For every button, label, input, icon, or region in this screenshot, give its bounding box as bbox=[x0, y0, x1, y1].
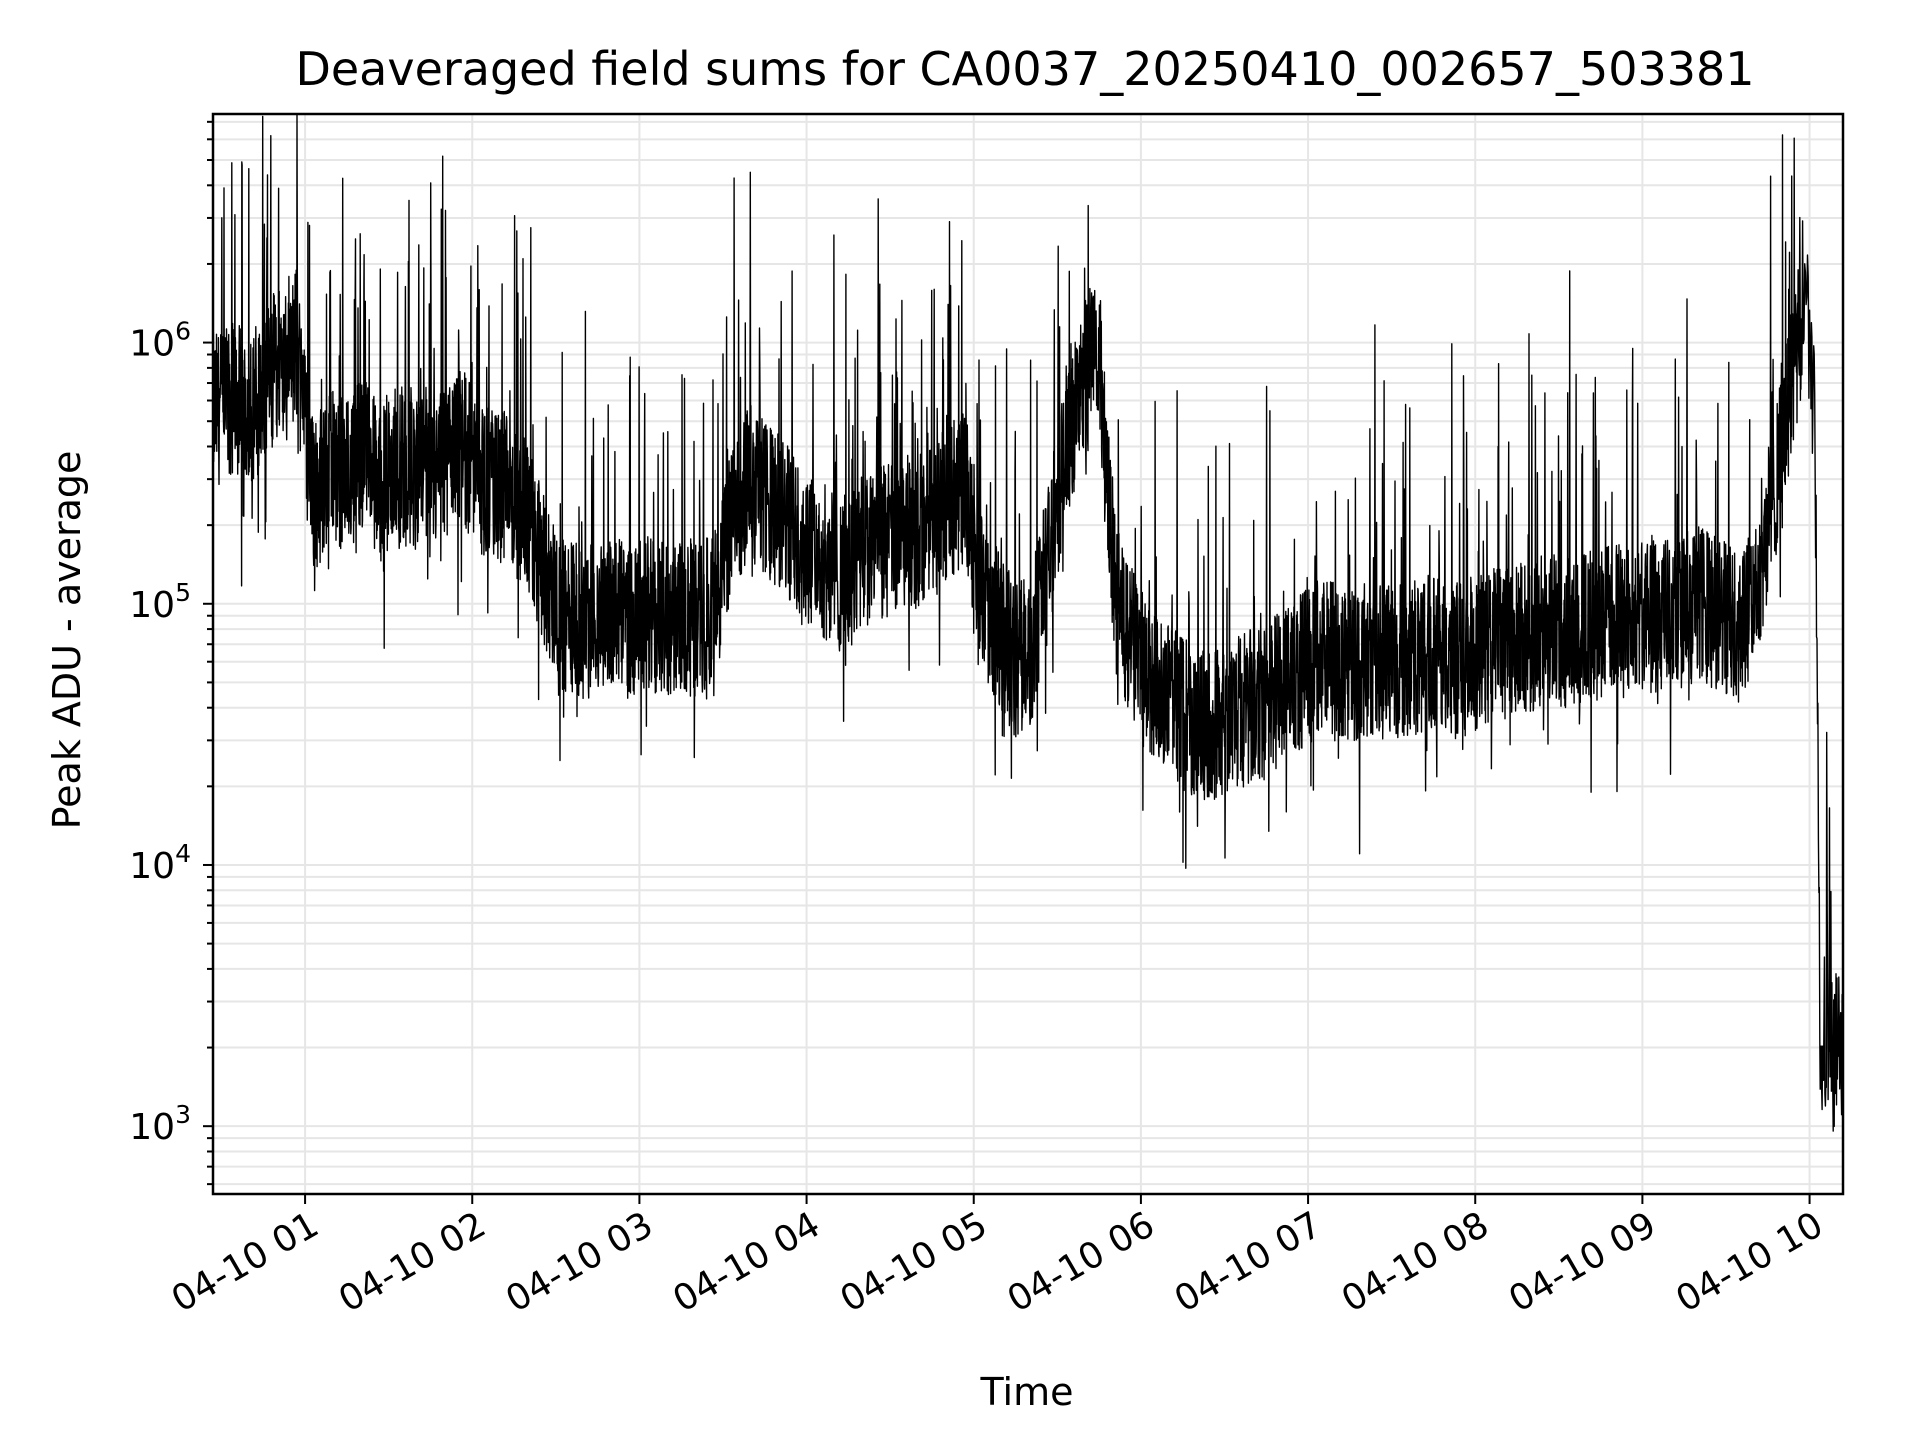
y-tick-label: 105 bbox=[129, 578, 191, 626]
y-tick-label: 104 bbox=[129, 839, 191, 887]
y-tick-label: 106 bbox=[129, 317, 191, 365]
chart-title: Deaveraged field sums for CA0037_2025041… bbox=[295, 42, 1754, 96]
ticks bbox=[203, 120, 1811, 1204]
y-tick-label: 103 bbox=[129, 1100, 191, 1148]
y-tick-labels: 103 104 105 106 bbox=[129, 317, 191, 1149]
plot-frame bbox=[211, 112, 1845, 1196]
series-line bbox=[212, 113, 1844, 1132]
y-axis-label: Peak ADU - average bbox=[45, 451, 89, 830]
series-layer bbox=[212, 113, 1844, 1132]
x-axis-label: Time bbox=[980, 1370, 1074, 1414]
